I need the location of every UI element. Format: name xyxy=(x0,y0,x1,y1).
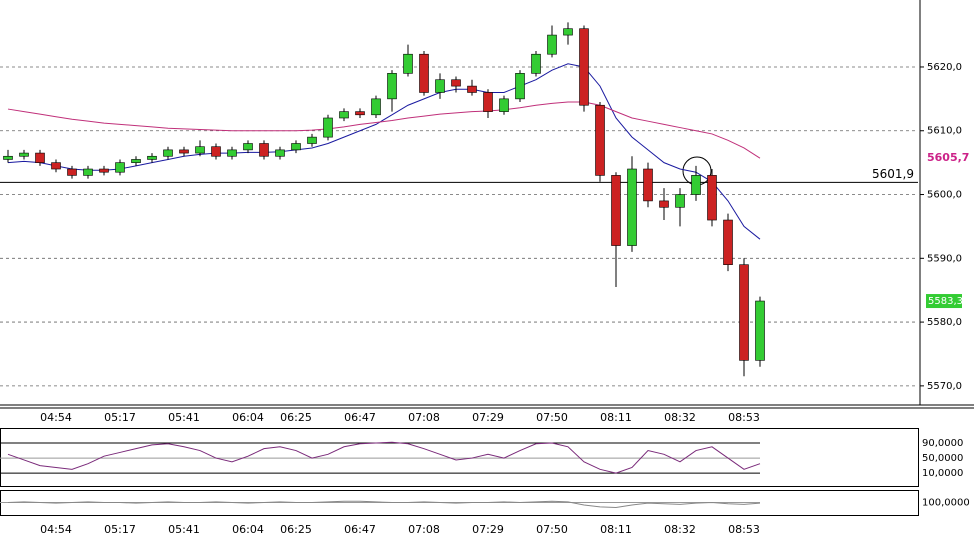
candle-body xyxy=(739,264,749,361)
candle-body xyxy=(579,28,589,106)
x-tick-label: 07:08 xyxy=(408,411,440,424)
candle-body xyxy=(547,34,557,55)
candle-body xyxy=(131,159,141,163)
candle-body xyxy=(99,168,109,173)
candle-body xyxy=(275,149,285,157)
candle-body xyxy=(435,79,445,93)
candle-body xyxy=(595,104,605,176)
y-tick-label: 100,0000 xyxy=(922,498,970,509)
x-tick-label: 08:32 xyxy=(664,411,696,424)
candle-body xyxy=(35,152,45,163)
candle-body xyxy=(627,168,637,246)
candle-body xyxy=(3,155,13,160)
y-tick-label: 5580,0 xyxy=(927,317,962,328)
candle-body xyxy=(227,149,237,157)
candle-body xyxy=(291,143,301,151)
x-tick-label: 05:41 xyxy=(168,523,200,536)
candle-body xyxy=(467,85,477,93)
y-tick-label: 5600,0 xyxy=(927,190,962,201)
x-tick-label: 05:17 xyxy=(104,411,136,424)
candle-body xyxy=(451,79,461,87)
candle-body xyxy=(147,155,157,160)
candle-body xyxy=(659,200,669,208)
x-tick-label: 07:50 xyxy=(536,523,568,536)
candle-body xyxy=(643,168,653,202)
candle-body xyxy=(371,98,381,116)
candle-body xyxy=(19,152,29,157)
x-tick-label: 08:11 xyxy=(600,523,632,536)
price-marker-label: 5605,7 xyxy=(927,151,969,164)
x-tick-label: 08:53 xyxy=(728,411,760,424)
y-tick-label: 5620,0 xyxy=(927,62,962,73)
x-tick-label: 06:04 xyxy=(232,523,264,536)
candle-body xyxy=(355,111,365,116)
candle-body xyxy=(163,149,173,157)
price-marker-label: 5583,3 xyxy=(928,296,963,307)
candle-body xyxy=(195,146,205,154)
candle-body xyxy=(83,168,93,176)
x-tick-label: 05:17 xyxy=(104,523,136,536)
candle-body xyxy=(691,175,701,195)
candle-body xyxy=(243,143,253,151)
x-tick-label: 08:11 xyxy=(600,411,632,424)
x-tick-label: 06:25 xyxy=(280,523,312,536)
y-tick-label: 5570,0 xyxy=(927,381,962,392)
x-tick-label: 08:32 xyxy=(664,523,696,536)
candle-body xyxy=(211,146,221,157)
x-tick-label: 06:47 xyxy=(344,523,376,536)
candle-body xyxy=(403,53,413,74)
y-tick-label: 50,0000 xyxy=(922,453,963,464)
x-tick-label: 05:41 xyxy=(168,411,200,424)
candle-body xyxy=(675,194,685,208)
y-tick-label: 10,0000 xyxy=(922,468,963,479)
x-tick-label: 06:47 xyxy=(344,411,376,424)
moving-average xyxy=(7,101,761,159)
candle-body xyxy=(723,219,733,265)
candle-body xyxy=(307,136,317,144)
x-tick-label: 04:54 xyxy=(40,411,72,424)
indicator-line xyxy=(7,441,761,474)
candle-body xyxy=(755,300,765,361)
indicator-line xyxy=(7,500,761,509)
x-tick-label: 07:08 xyxy=(408,523,440,536)
panel-border xyxy=(0,428,919,487)
candle-body xyxy=(563,28,573,36)
reference-label: 5601,9 xyxy=(872,167,914,181)
candle-body xyxy=(419,53,429,93)
x-tick-label: 07:29 xyxy=(472,523,504,536)
candle-body xyxy=(515,73,525,100)
candle-body xyxy=(179,149,189,154)
candle-body xyxy=(707,175,717,221)
candle-body xyxy=(259,143,269,157)
x-tick-label: 08:53 xyxy=(728,523,760,536)
x-tick-label: 04:54 xyxy=(40,523,72,536)
candle-body xyxy=(339,111,349,119)
y-tick-label: 90,0000 xyxy=(922,438,963,449)
candle-body xyxy=(499,98,509,112)
candle-body xyxy=(611,175,621,246)
candle-body xyxy=(51,162,61,170)
x-tick-label: 06:04 xyxy=(232,411,264,424)
candle-body xyxy=(115,162,125,173)
x-tick-label: 06:25 xyxy=(280,411,312,424)
candle-body xyxy=(67,168,77,176)
x-tick-label: 07:50 xyxy=(536,411,568,424)
moving-average xyxy=(7,63,761,240)
candle-body xyxy=(323,117,333,138)
y-tick-label: 5610,0 xyxy=(927,126,962,137)
candle-body xyxy=(531,53,541,74)
price-marker-box xyxy=(926,294,962,309)
y-tick-label: 5590,0 xyxy=(927,253,962,264)
candle-body xyxy=(387,73,397,100)
candle-body xyxy=(483,92,493,112)
x-tick-label: 07:29 xyxy=(472,411,504,424)
